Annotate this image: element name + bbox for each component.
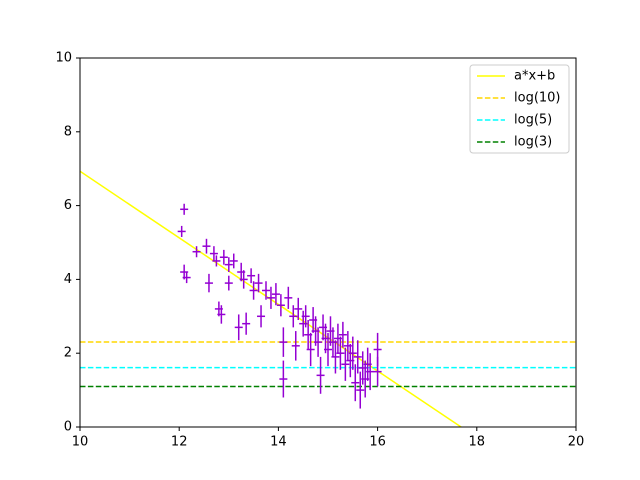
y-tick-label: 0 — [64, 420, 72, 435]
legend-label: log(10) — [514, 91, 561, 106]
y-tick-label: 10 — [55, 51, 72, 66]
legend-label: a*x+b — [514, 69, 555, 84]
x-tick-label: 10 — [72, 435, 89, 450]
legend-label: log(3) — [514, 135, 552, 150]
x-tick-label: 16 — [369, 435, 386, 450]
axes-frame — [79, 57, 577, 428]
y-tick-label: 6 — [64, 198, 72, 213]
y-tick-label: 4 — [64, 272, 72, 287]
legend-box — [469, 64, 570, 154]
y-tick-label: 2 — [64, 346, 72, 361]
x-tick-label: 18 — [469, 435, 486, 450]
y-tick-label: 8 — [64, 124, 72, 139]
x-tick-label: 12 — [171, 435, 188, 450]
x-tick-label: 14 — [270, 435, 287, 450]
legend: a*x+b log(10) log(5) log(3) — [469, 64, 570, 154]
legend-label: log(5) — [514, 113, 552, 128]
x-tick-label: 20 — [568, 435, 585, 450]
ticks: 10 12 14 16 18 20 0 2 4 6 8 10 — [55, 51, 584, 450]
plot-area — [80, 170, 576, 427]
